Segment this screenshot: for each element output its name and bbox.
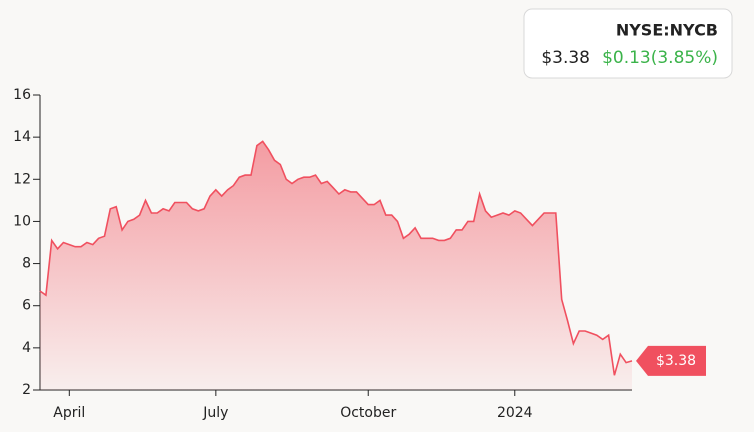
area-fill: [40, 141, 632, 390]
y-tick-label: 14: [13, 129, 31, 145]
y-tick-label: 8: [22, 256, 31, 272]
price-tag: [636, 345, 706, 376]
x-tick-label: October: [340, 405, 396, 421]
x-tick-label: April: [53, 405, 85, 421]
quote-box: NYSE:NYCB $3.38 $0.13(3.85%): [523, 8, 733, 79]
y-tick-label: 2: [22, 382, 31, 398]
y-tick-label: 10: [13, 213, 31, 229]
symbol: NYSE:NYCB: [616, 21, 718, 40]
quote-box-frame: [523, 8, 733, 79]
x-tick-label: 2024: [497, 405, 533, 421]
x-tick-label: July: [202, 405, 228, 421]
price-line: [39, 140, 633, 376]
y-tick-label: 6: [22, 298, 31, 314]
y-tick-label: 4: [22, 340, 31, 356]
price-tag-label: $3.38: [656, 353, 696, 369]
price: $3.38: [541, 48, 590, 68]
change: $0.13(3.85%): [602, 48, 718, 68]
y-tick-label: 16: [13, 87, 31, 103]
y-tick-label: 12: [13, 171, 31, 187]
